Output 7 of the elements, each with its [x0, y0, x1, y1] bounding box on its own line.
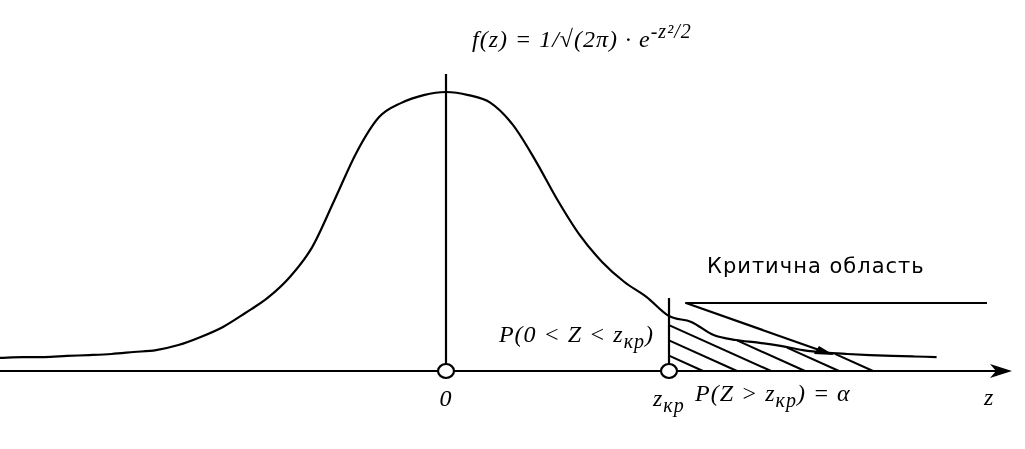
- text: P(Z > z$_{кр}$) = α: [695, 380, 851, 412]
- x-tick-label: 0: [439, 385, 453, 412]
- annotation: Критична область: [707, 254, 925, 278]
- annotation: P(0 < Z < z$_{кр}$): [498, 321, 654, 353]
- x-tick-label: z$_{кр}$: [653, 385, 685, 417]
- chart-title: f(z) = 1/√(2π) · e$^{-z²/2}$: [472, 20, 692, 53]
- x-axis-title: z: [984, 384, 995, 411]
